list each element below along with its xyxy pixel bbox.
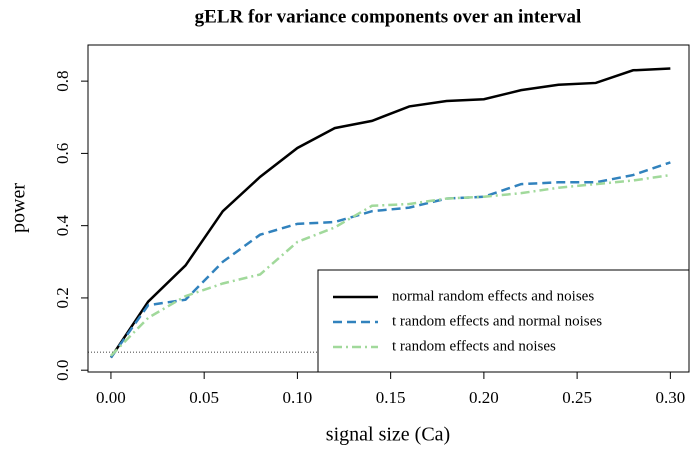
x-tick-label: 0.25 (562, 388, 592, 407)
x-tick-label: 0.10 (283, 388, 313, 407)
x-tick-label: 0.00 (96, 388, 126, 407)
y-tick-label: 0.2 (53, 287, 72, 308)
chart-title: gELR for variance components over an int… (195, 6, 582, 27)
series-line (110, 173, 671, 357)
x-tick-label: 0.30 (655, 388, 685, 407)
x-axis-label: signal size (Ca) (326, 424, 450, 446)
y-axis-label: power (8, 183, 30, 233)
legend-label: normal random effects and noises (392, 288, 594, 304)
series-line (109, 161, 671, 359)
x-tick-label: 0.15 (376, 388, 406, 407)
y-tick-label: 0.6 (53, 143, 72, 164)
y-tick-label: 0.8 (53, 71, 72, 92)
x-tick-label: 0.05 (189, 388, 219, 407)
y-tick-label: 0.0 (53, 360, 72, 381)
x-tick-label: 0.20 (469, 388, 499, 407)
series-line (109, 67, 671, 359)
legend-box (317, 269, 690, 373)
legend-label: t random effects and noises (392, 338, 556, 354)
legend-label: t random effects and normal noises (392, 313, 602, 329)
y-tick-label: 0.4 (53, 215, 72, 237)
